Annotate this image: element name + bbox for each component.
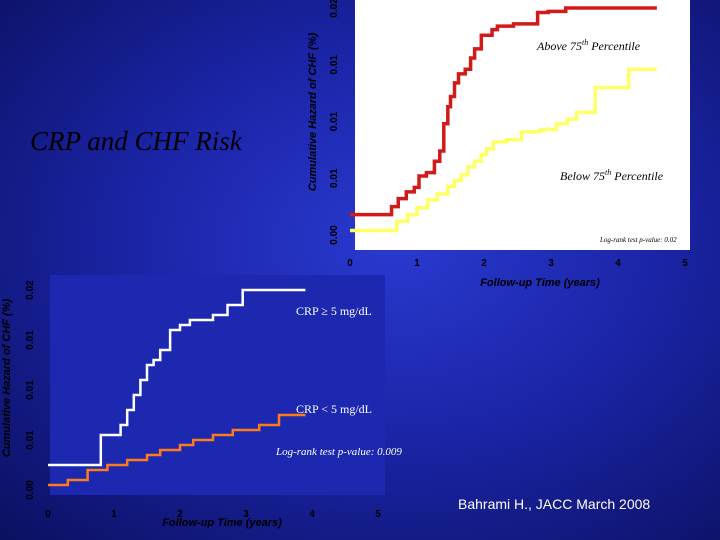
chart-lower-x-tick-label: 2 (177, 509, 183, 520)
chart-lower-annotation-low: CRP < 5 mg/dL (296, 402, 372, 416)
chart-lower-x-tick-label: 0 (45, 509, 51, 520)
chart-lower-x-tick-label: 5 (375, 509, 381, 520)
chart-upper-x-tick-label: 1 (414, 258, 420, 269)
chart-lower-y-label: Cumulative Hazard of CHF (%) (1, 299, 13, 458)
chart-upper-x-tick-label: 3 (548, 258, 554, 269)
chart-lower-y-tick-label: 0.01 (25, 380, 36, 400)
chart-lower-y-tick-label: 0.01 (25, 330, 36, 350)
chart-upper-y-tick-label: 0.01 (329, 111, 340, 131)
chart-lower-pvalue: Log-rank test p-value: 0.009 (275, 446, 402, 458)
chart-lower-y-tick-label: 0.00 (25, 480, 36, 500)
chart-upper-series-0-line (350, 6, 657, 217)
chart-upper-y-tick-label: 0.01 (329, 55, 340, 75)
chart-upper: 0.00 0.01 0.01 0.01 0.02 0 1 2 3 4 5 Cumulative H… (307, 0, 690, 289)
chart-upper-series-1-line (350, 67, 657, 233)
chart-lower: 0.00 0.01 0.01 0.01 0.02 0 1 2 3 4 5 Cumulative H… (1, 275, 402, 529)
chart-upper-annotation-below: Below 75th Percentile (560, 168, 664, 183)
chart-upper-y-tick-label: 0.01 (329, 168, 340, 188)
chart-upper-x-tick-label: 0 (347, 258, 353, 269)
chart-lower-plot-area (50, 275, 385, 495)
citation: Bahrami H., JACC March 2008 (458, 496, 651, 512)
chart-lower-y-tick-label: 0.01 (25, 430, 36, 450)
chart-upper-y-tick-label: 0.00 (329, 225, 340, 245)
chart-lower-x-label: Follow-up Time (years) (162, 517, 282, 529)
chart-lower-x-tick-label: 4 (309, 509, 315, 520)
chart-upper-annotation-above: Above 75th Percentile (536, 38, 641, 53)
chart-lower-x-tick-label: 1 (111, 509, 117, 520)
chart-upper-y-label: Cumulative Hazard of CHF (%) (307, 33, 319, 192)
chart-lower-annotation-high: CRP ≥ 5 mg/dL (296, 304, 372, 318)
chart-upper-x-tick-label: 4 (615, 258, 621, 269)
chart-upper-x-label: Follow-up Time (years) (480, 277, 600, 289)
slide-title: CRP and CHF Risk (30, 126, 242, 156)
chart-upper-x-tick-label: 2 (481, 258, 487, 269)
chart-lower-y-tick-label: 0.02 (25, 280, 36, 300)
chart-upper-y-tick-label: 0.02 (329, 0, 340, 18)
chart-upper-plot-area (355, 0, 690, 250)
chart-upper-x-tick-label: 5 (682, 258, 688, 269)
chart-lower-series-0-line (48, 288, 306, 467)
chart-lower-series-1-line (48, 413, 306, 487)
chart-lower-x-tick-label: 3 (243, 509, 249, 520)
chart-upper-pvalue: Log-rank test p-value: 0.02 (599, 236, 677, 244)
